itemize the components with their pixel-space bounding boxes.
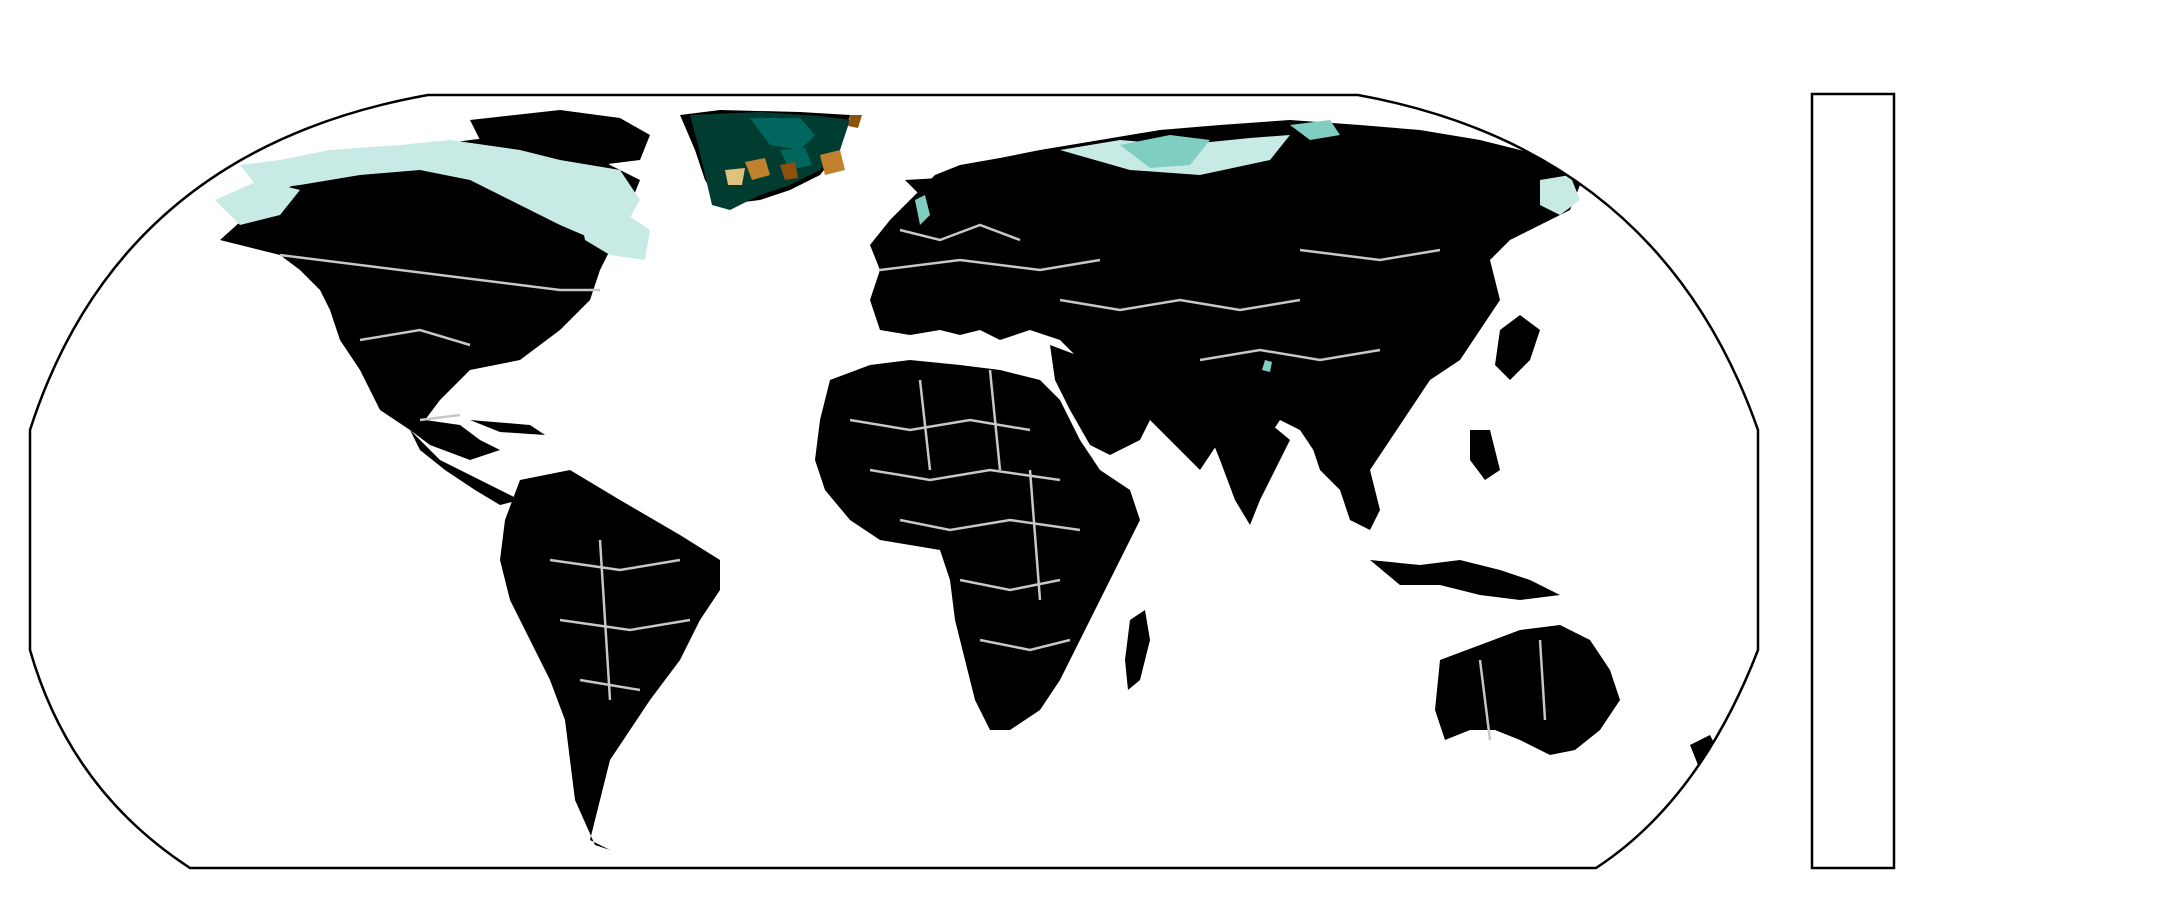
africa	[815, 360, 1140, 730]
anomaly-kamchatka	[1540, 175, 1580, 215]
land-masses	[220, 110, 1720, 850]
anomaly-greenland-brown2	[725, 168, 745, 185]
anomaly-greenland-brown	[745, 158, 770, 180]
anomaly-greenland-brown3	[820, 150, 845, 175]
map-frame	[28, 93, 1760, 870]
arctic-islands	[470, 110, 650, 165]
cuba	[470, 420, 545, 435]
anomaly-canadian-arctic	[240, 140, 640, 240]
anomaly-alaska	[215, 180, 300, 225]
anomaly-siberia-mid	[1120, 135, 1210, 168]
arabia	[1050, 345, 1150, 455]
anomaly-siberia-east	[1290, 120, 1340, 140]
colorbar-frame	[1810, 92, 1896, 870]
anomaly-greenland-rust	[848, 115, 862, 128]
anomaly-patches	[215, 112, 1580, 372]
anomaly-greenland-teal	[750, 118, 815, 150]
anomaly-hudson-east	[580, 210, 650, 260]
japan	[1495, 315, 1540, 380]
madagascar	[1125, 610, 1150, 690]
australia	[1435, 625, 1620, 755]
eurasia	[870, 120, 1580, 480]
world-map	[28, 93, 1760, 870]
philippines	[1470, 430, 1500, 480]
central-america	[410, 430, 520, 505]
southeast-asia	[1310, 440, 1380, 530]
anomaly-tibet	[1262, 360, 1272, 372]
south-america	[500, 470, 720, 850]
country-borders	[279, 223, 1547, 741]
indonesia	[1370, 560, 1560, 600]
india	[1200, 410, 1290, 525]
map-content	[215, 110, 1720, 850]
anomaly-greenland-dark-brown	[780, 162, 798, 180]
anomaly-norway	[915, 195, 930, 225]
